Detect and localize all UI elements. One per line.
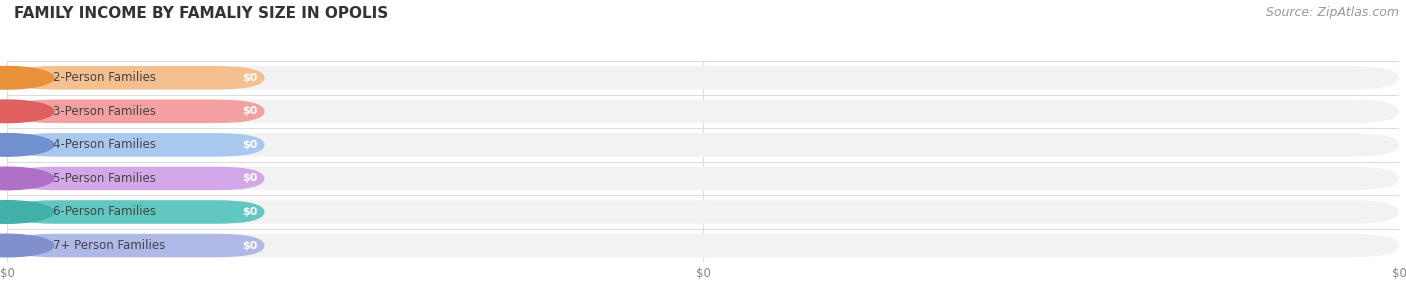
FancyBboxPatch shape [7,133,264,156]
Text: 3-Person Families: 3-Person Families [53,105,156,118]
FancyBboxPatch shape [7,167,264,190]
Text: 4-Person Families: 4-Person Families [53,138,156,151]
Text: 7+ Person Families: 7+ Person Families [53,239,166,252]
FancyBboxPatch shape [7,66,264,90]
Text: $0: $0 [242,140,257,150]
FancyBboxPatch shape [7,167,1399,190]
Text: FAMILY INCOME BY FAMALIY SIZE IN OPOLIS: FAMILY INCOME BY FAMALIY SIZE IN OPOLIS [14,6,388,21]
Text: $0: $0 [242,207,257,217]
Text: $0: $0 [242,106,257,116]
Circle shape [0,234,53,257]
FancyBboxPatch shape [7,234,1399,257]
FancyBboxPatch shape [7,234,264,257]
Text: $0: $0 [242,241,257,250]
FancyBboxPatch shape [7,99,264,123]
FancyBboxPatch shape [7,200,1399,224]
FancyBboxPatch shape [7,200,264,224]
Text: 6-Person Families: 6-Person Families [53,206,156,218]
Circle shape [0,167,53,190]
Text: $0: $0 [242,174,257,183]
Circle shape [0,134,53,156]
Text: $0: $0 [242,73,257,83]
Text: 2-Person Families: 2-Person Families [53,71,156,84]
FancyBboxPatch shape [7,66,1399,90]
FancyBboxPatch shape [7,133,1399,156]
Circle shape [0,66,53,89]
FancyBboxPatch shape [7,99,1399,123]
Circle shape [0,100,53,123]
Circle shape [0,201,53,223]
Text: 5-Person Families: 5-Person Families [53,172,156,185]
Text: Source: ZipAtlas.com: Source: ZipAtlas.com [1265,6,1399,19]
